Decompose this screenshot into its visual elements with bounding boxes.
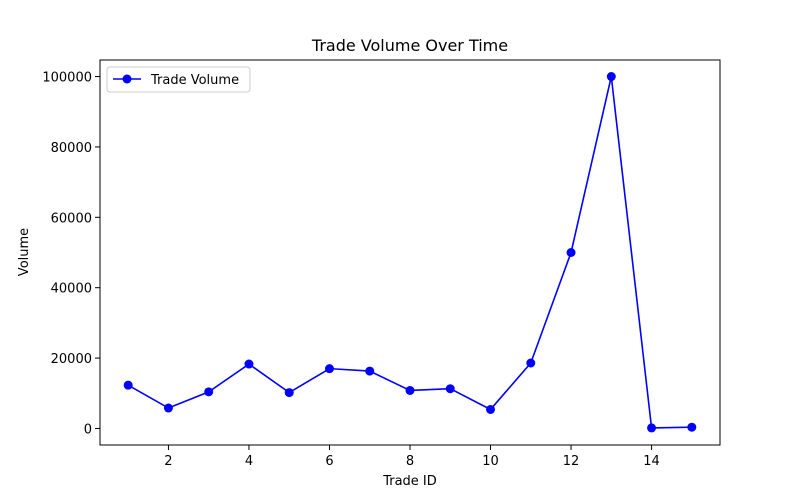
legend-marker-sample (122, 74, 132, 84)
y-tick-label: 0 (84, 422, 92, 437)
x-tick-label: 6 (325, 454, 333, 469)
data-point (244, 359, 254, 369)
data-point (405, 385, 415, 395)
x-tick-label: 10 (482, 454, 499, 469)
x-tick-label: 14 (643, 454, 660, 469)
data-point (445, 384, 455, 394)
data-point (284, 388, 294, 398)
x-axis-label: Trade ID (382, 474, 437, 489)
data-point (486, 404, 496, 414)
series-layer (123, 72, 697, 433)
chart-title: Trade Volume Over Time (311, 36, 508, 55)
data-point (647, 423, 657, 433)
y-tick-label: 60000 (51, 211, 92, 226)
legend-label: Trade Volume (150, 73, 239, 88)
data-point (606, 72, 616, 82)
legend-frame (106, 66, 251, 93)
legend: Trade Volume (106, 66, 251, 93)
data-point (204, 387, 214, 397)
data-point (123, 380, 133, 390)
plot-area: 2 4 6 8 10 12 14 0 20000 40000 60000 80000 100000 (42, 59, 721, 469)
x-tick-label: 12 (563, 454, 580, 469)
series-line (127, 76, 692, 429)
data-point (526, 358, 536, 368)
y-tick-label: 100000 (42, 71, 92, 86)
x-axis-ticks: 2 4 6 8 10 12 14 (164, 445, 660, 469)
data-point (365, 366, 375, 376)
data-point (687, 422, 697, 432)
data-point (163, 403, 173, 413)
x-tick-label: 2 (164, 454, 172, 469)
x-tick-label: 8 (406, 454, 414, 469)
y-tick-label: 40000 (51, 282, 92, 297)
x-tick-label: 4 (245, 454, 253, 469)
y-axis-label: Volume (17, 228, 32, 276)
y-axis-ticks: 0 20000 40000 60000 80000 100000 (42, 71, 100, 437)
data-point (566, 248, 576, 257)
data-point (324, 364, 334, 374)
y-tick-label: 80000 (51, 141, 92, 156)
y-tick-label: 20000 (51, 352, 92, 367)
